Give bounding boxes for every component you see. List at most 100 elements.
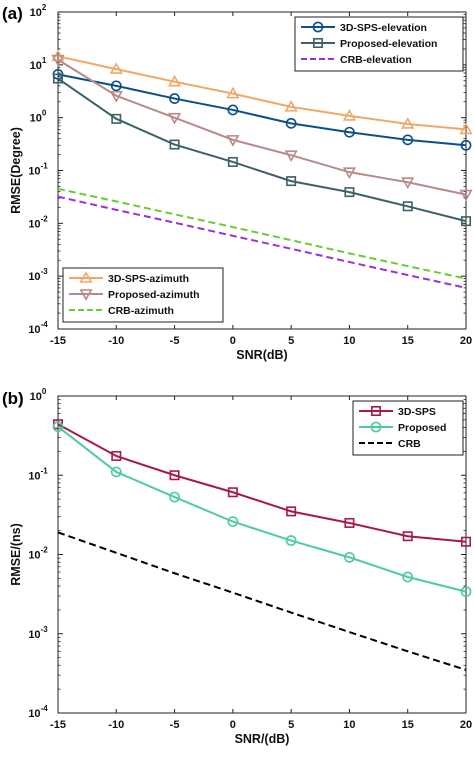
data-point xyxy=(460,139,472,151)
data-point xyxy=(111,450,122,461)
series-line xyxy=(57,423,467,543)
data-point xyxy=(344,517,355,528)
legend-marker xyxy=(370,421,382,433)
data-point xyxy=(110,80,122,92)
y-tick-label: 102 xyxy=(30,3,47,19)
data-point xyxy=(169,139,180,150)
x-tick-label: -10 xyxy=(108,335,124,347)
legend-label: 3D-SPS-elevation xyxy=(340,22,427,34)
legend-label: CRB xyxy=(398,438,421,450)
data-point xyxy=(168,112,182,125)
legend-marker xyxy=(312,21,324,33)
data-point xyxy=(460,586,472,598)
data-point xyxy=(401,117,415,129)
x-tick-label: 20 xyxy=(460,335,472,347)
panel-label: (b) xyxy=(2,389,24,408)
series-2 xyxy=(57,531,467,671)
y-tick-label: 10-4 xyxy=(28,704,48,720)
y-tick-base: 10 xyxy=(30,60,42,72)
chart-panel-1: -15 -10 -5 0 5 10 15 2010-410-310-210-1100SNR/(… xyxy=(2,387,472,746)
data-point xyxy=(284,150,298,163)
y-tick-label: 10-3 xyxy=(28,625,48,641)
y-tick-label: 10-1 xyxy=(28,466,48,482)
data-point xyxy=(169,93,180,104)
data-point xyxy=(227,104,239,116)
data-point xyxy=(226,86,240,99)
legend-marker xyxy=(312,37,323,48)
data-point xyxy=(52,421,64,433)
x-tick-label: -5 xyxy=(170,335,180,347)
series-2 xyxy=(57,195,467,289)
data-point xyxy=(51,54,65,67)
y-tick-label: 10-1 xyxy=(28,162,48,178)
data-point xyxy=(168,74,182,87)
series-line xyxy=(57,73,467,147)
data-point xyxy=(109,90,123,103)
data-point xyxy=(110,466,122,478)
data-point xyxy=(344,126,355,138)
data-point xyxy=(109,62,123,74)
legend-marker xyxy=(370,405,381,416)
legend-0: 3D-SPS-elevation Proposed-elevation CRB-el… xyxy=(294,16,464,72)
y-tick-exponent: -2 xyxy=(41,546,49,555)
y-axis-label: RMSE(Degree) xyxy=(9,127,23,214)
data-point xyxy=(402,201,413,212)
y-tick-label: 100 xyxy=(30,109,47,125)
series-5 xyxy=(57,187,467,280)
y-tick-exponent: 2 xyxy=(42,3,47,12)
panel-label: (a) xyxy=(2,4,23,23)
data-point xyxy=(402,531,413,542)
series-line xyxy=(57,77,467,223)
x-tick-label: 0 xyxy=(230,719,236,731)
data-point xyxy=(459,189,473,202)
legend-0: 3D-SPS Proposed CRB xyxy=(352,400,464,456)
data-point xyxy=(227,516,239,528)
data-point xyxy=(402,134,414,146)
data-point xyxy=(342,167,356,179)
y-tick-exponent: -2 xyxy=(41,214,49,223)
data-point xyxy=(286,176,297,187)
series-1 xyxy=(52,73,471,227)
series-line xyxy=(57,187,467,280)
x-tick-label: 5 xyxy=(288,335,294,347)
y-tick-base: 10 xyxy=(28,271,40,283)
data-point xyxy=(227,156,238,167)
x-tick-label: 15 xyxy=(402,719,414,731)
series-line xyxy=(57,531,467,671)
y-tick-base: 10 xyxy=(28,708,40,720)
y-tick-exponent: 0 xyxy=(42,387,47,396)
x-tick-label: 20 xyxy=(460,719,472,731)
data-point xyxy=(226,135,240,147)
data-point xyxy=(285,117,297,129)
y-tick-exponent: -1 xyxy=(41,466,49,475)
y-tick-base: 10 xyxy=(28,550,40,562)
x-tick-label: 10 xyxy=(343,719,355,731)
legend-label: CRB-azimuth xyxy=(108,305,174,317)
data-point xyxy=(284,100,298,112)
y-tick-label: 100 xyxy=(30,387,47,403)
data-point xyxy=(111,113,122,124)
legend-label: 3D-SPS-azimuth xyxy=(108,273,189,285)
data-point xyxy=(344,187,355,198)
x-tick-label: 10 xyxy=(343,335,355,347)
x-tick-label: -15 xyxy=(50,335,66,347)
data-point xyxy=(460,536,471,547)
y-tick-exponent: -4 xyxy=(41,704,49,713)
legend-label: Proposed-elevation xyxy=(340,38,437,50)
x-tick-label: 5 xyxy=(288,719,294,731)
y-tick-base: 10 xyxy=(30,113,42,125)
legend-label: Proposed-azimuth xyxy=(108,289,200,301)
x-tick-label: 15 xyxy=(402,335,414,347)
y-tick-exponent: -3 xyxy=(41,267,49,276)
data-point xyxy=(342,109,356,121)
y-axis-label: RMSE/(ns) xyxy=(9,523,23,586)
data-point xyxy=(402,571,414,583)
data-point xyxy=(344,551,355,563)
y-tick-base: 10 xyxy=(28,324,40,336)
y-tick-label: 10-4 xyxy=(28,320,48,336)
x-axis-label: SNR/(dB) xyxy=(235,732,290,746)
y-tick-exponent: -3 xyxy=(41,625,49,634)
legend-label: 3D-SPS xyxy=(398,406,436,418)
series-line xyxy=(57,425,467,593)
